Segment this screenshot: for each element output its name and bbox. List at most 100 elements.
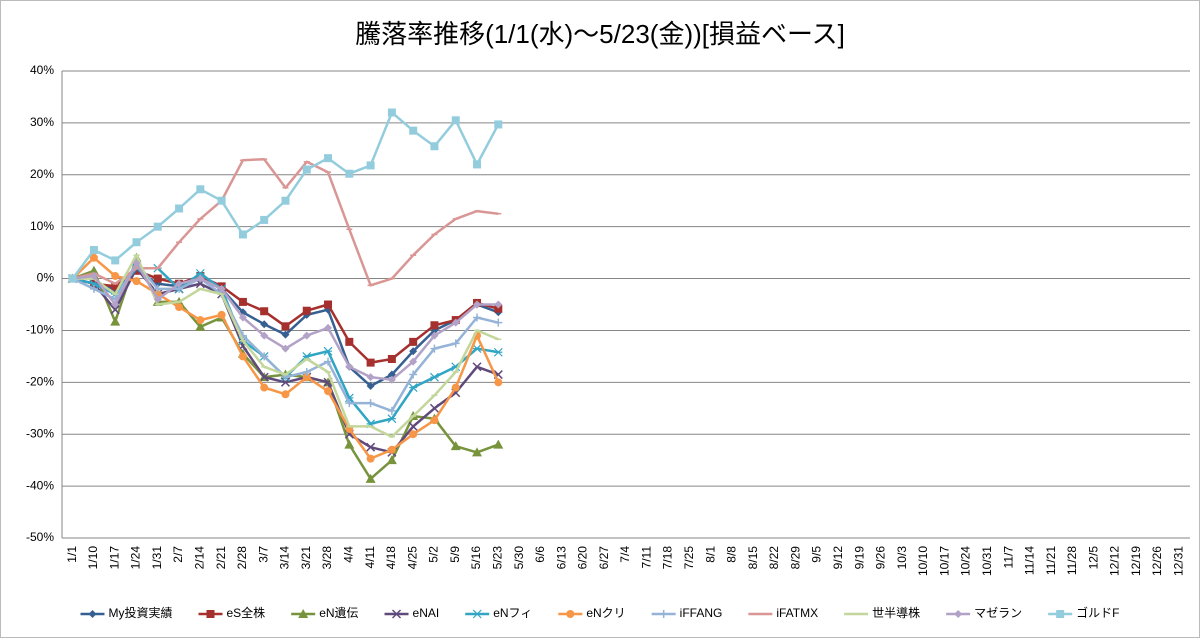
marker xyxy=(954,610,963,618)
marker xyxy=(366,381,375,390)
marker xyxy=(260,215,269,224)
x-tick-label: 11/28 xyxy=(1065,546,1079,575)
x-tick-label: 4/11 xyxy=(363,546,377,569)
marker xyxy=(494,304,503,313)
x-tick-label: 6/13 xyxy=(554,546,568,570)
legend-label: iFATMX xyxy=(776,606,818,620)
y-tick-label: -40% xyxy=(26,478,54,492)
marker xyxy=(153,274,162,283)
marker xyxy=(195,321,206,331)
x-tick-label: 5/16 xyxy=(469,546,483,570)
marker xyxy=(324,357,333,366)
marker xyxy=(132,258,141,267)
x-tick-label: 1/10 xyxy=(86,546,100,570)
x-tick-label: 12/12 xyxy=(1108,546,1122,576)
marker xyxy=(494,120,503,129)
x-tick-label: 12/19 xyxy=(1129,546,1143,576)
x-tick-label: 11/14 xyxy=(1023,546,1037,575)
marker xyxy=(238,297,247,306)
marker xyxy=(366,454,375,463)
marker xyxy=(217,284,226,293)
marker xyxy=(494,318,503,327)
x-tick-label: 7/11 xyxy=(639,546,653,569)
marker xyxy=(195,268,205,278)
legend-label: My投資実績 xyxy=(109,605,173,620)
marker xyxy=(238,313,247,322)
marker xyxy=(408,383,418,392)
marker xyxy=(153,284,162,293)
marker xyxy=(473,160,482,169)
y-tick-label: -20% xyxy=(26,375,54,389)
marker xyxy=(238,352,247,361)
marker xyxy=(392,609,402,619)
marker xyxy=(110,305,120,315)
y-tick-label: 0% xyxy=(37,271,55,285)
x-tick-label: 3/28 xyxy=(320,546,334,570)
marker xyxy=(302,306,311,315)
marker xyxy=(302,331,311,340)
marker xyxy=(566,610,575,618)
legend-label: マゼラン xyxy=(974,606,1022,620)
marker xyxy=(430,372,439,382)
marker xyxy=(430,321,439,330)
marker xyxy=(472,609,482,619)
x-tick-label: 3/21 xyxy=(299,546,313,570)
x-tick-label: 8/22 xyxy=(767,546,781,570)
marker xyxy=(493,347,503,357)
marker xyxy=(281,330,290,339)
marker xyxy=(451,116,460,125)
marker xyxy=(298,609,309,618)
marker xyxy=(409,357,418,366)
marker xyxy=(366,358,375,367)
x-tick-label: 2/7 xyxy=(171,546,185,563)
marker xyxy=(344,439,355,449)
x-tick-label: 3/14 xyxy=(278,546,292,570)
marker xyxy=(111,282,120,291)
marker xyxy=(196,185,205,194)
x-tick-label: 6/20 xyxy=(576,546,590,570)
marker xyxy=(111,256,120,265)
y-tick-label: 20% xyxy=(30,167,54,181)
marker xyxy=(408,421,418,431)
x-tick-label: 4/25 xyxy=(405,546,419,570)
legend-label: iFFANG xyxy=(680,606,723,620)
marker xyxy=(324,300,333,309)
marker xyxy=(281,390,290,399)
marker xyxy=(386,455,397,465)
x-tick-label: 9/26 xyxy=(874,546,888,570)
marker xyxy=(345,169,354,178)
marker xyxy=(366,373,375,382)
marker xyxy=(153,222,162,231)
y-tick-label: 30% xyxy=(30,115,54,129)
marker xyxy=(302,367,311,376)
marker xyxy=(302,165,311,174)
marker xyxy=(88,265,99,275)
marker xyxy=(345,362,354,371)
marker xyxy=(451,339,460,348)
x-tick-label: 8/15 xyxy=(746,546,760,570)
marker xyxy=(659,610,668,618)
marker xyxy=(387,406,396,415)
x-tick-label: 5/30 xyxy=(512,546,526,570)
marker xyxy=(324,154,333,163)
y-tick-label: -30% xyxy=(26,426,54,440)
marker xyxy=(260,320,269,329)
marker xyxy=(430,142,439,151)
marker xyxy=(473,300,482,309)
marker xyxy=(387,108,396,117)
x-tick-label: 9/12 xyxy=(831,546,845,570)
x-tick-label: 7/25 xyxy=(682,546,696,570)
x-tick-label: 9/19 xyxy=(852,546,866,570)
marker xyxy=(387,375,396,384)
x-tick-label: 6/27 xyxy=(597,546,611,570)
marker xyxy=(324,387,333,396)
marker xyxy=(366,399,375,408)
x-tick-label: 8/8 xyxy=(725,546,739,563)
marker xyxy=(196,274,205,283)
x-tick-label: 2/14 xyxy=(193,546,207,570)
marker xyxy=(89,284,98,293)
x-tick-label: 10/17 xyxy=(937,546,951,576)
marker xyxy=(387,445,396,454)
marker xyxy=(89,246,98,255)
